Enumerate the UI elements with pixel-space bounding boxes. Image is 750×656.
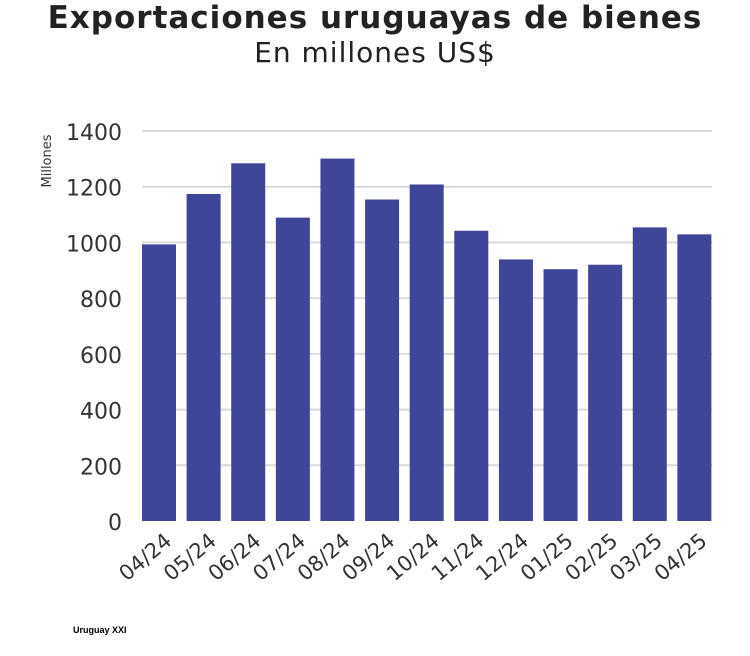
x-tick-label: 04/25 bbox=[650, 528, 712, 585]
y-axis-label: Millones bbox=[40, 134, 55, 187]
chart-title: Exportaciones uruguayas de bienes bbox=[47, 0, 703, 36]
y-tick-label: 200 bbox=[80, 455, 122, 480]
bar-04-24 bbox=[142, 244, 176, 521]
y-tick-label: 600 bbox=[80, 344, 122, 369]
bar-04-25 bbox=[677, 234, 712, 521]
bar-01-25 bbox=[543, 269, 578, 521]
y-tick-label: 400 bbox=[80, 400, 122, 425]
bar-06-24 bbox=[231, 163, 266, 522]
y-tick-label: 0 bbox=[108, 511, 122, 536]
y-tick-label: 1400 bbox=[66, 121, 122, 146]
y-tick-label: 1200 bbox=[66, 177, 122, 202]
bar-08-24 bbox=[320, 158, 355, 522]
bar-11-24 bbox=[454, 230, 489, 521]
y-tick-label: 800 bbox=[80, 288, 122, 313]
chart-subtitle: En millones US$ bbox=[254, 36, 496, 69]
bar-07-24 bbox=[275, 217, 310, 521]
bar-12-24 bbox=[498, 259, 533, 521]
y-tick-label: 1000 bbox=[66, 232, 122, 257]
bar-02-25 bbox=[588, 264, 623, 521]
bar-03-25 bbox=[632, 227, 667, 521]
bar-05-24 bbox=[186, 193, 221, 521]
source-label: Uruguay XXI bbox=[73, 625, 127, 635]
bar-10-24 bbox=[409, 184, 444, 521]
bar-09-24 bbox=[365, 199, 400, 521]
